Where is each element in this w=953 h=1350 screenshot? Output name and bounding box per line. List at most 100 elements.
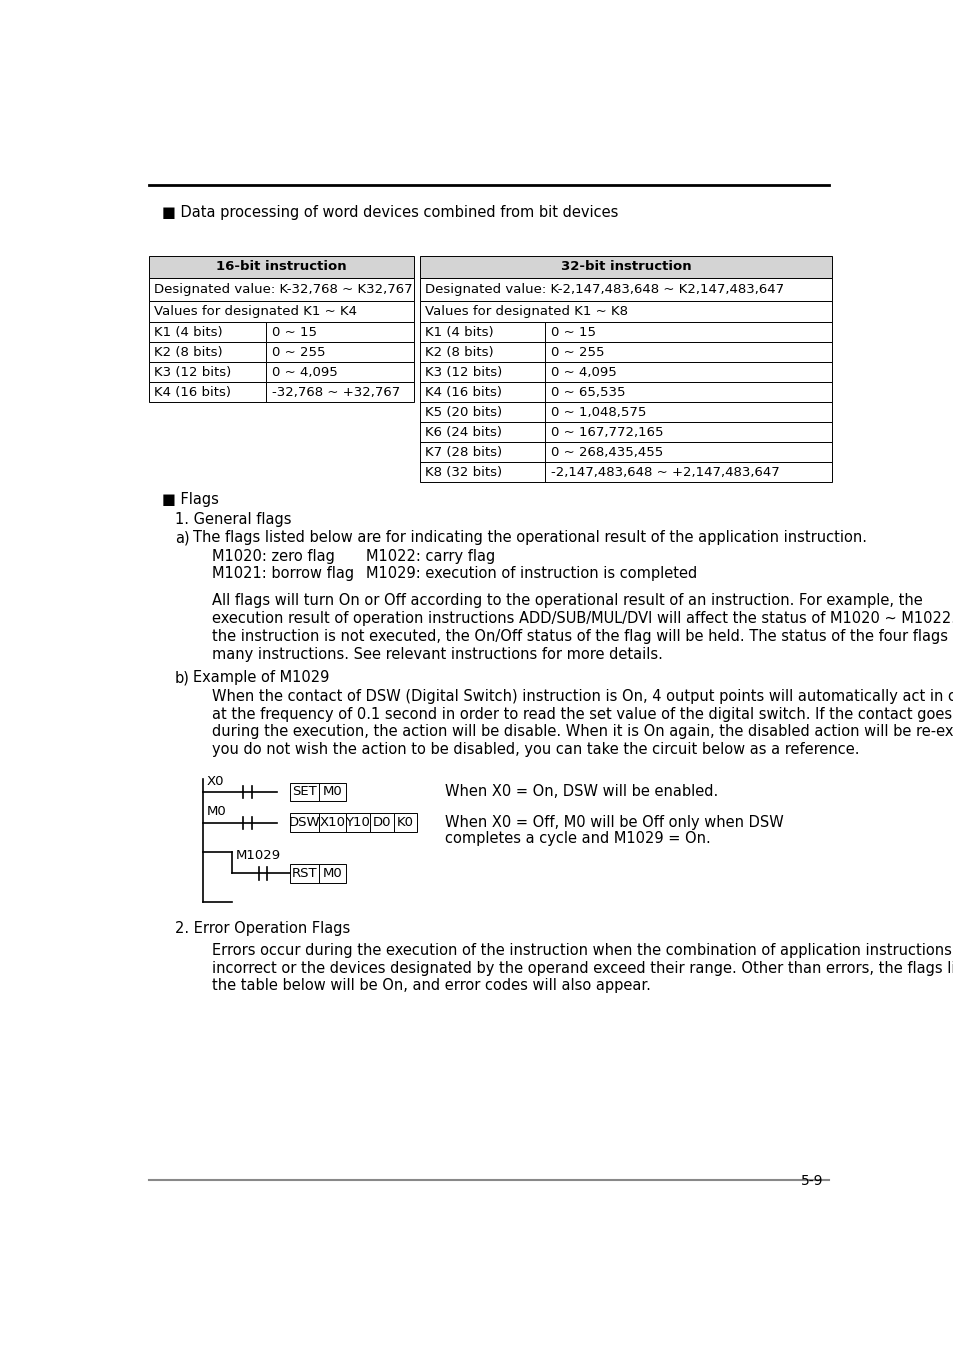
Text: K8 (32 bits): K8 (32 bits) (425, 466, 502, 479)
Text: Example of M1029: Example of M1029 (193, 671, 329, 686)
Bar (266, 323, 414, 342)
Bar (419, 301, 831, 323)
Bar (419, 323, 545, 342)
Text: 1. General flags: 1. General flags (174, 512, 292, 526)
Bar (290, 864, 319, 883)
Bar (394, 814, 416, 832)
Bar (545, 362, 831, 382)
Bar (345, 814, 370, 832)
Text: M1020: zero flag: M1020: zero flag (212, 548, 335, 564)
Text: K4 (16 bits): K4 (16 bits) (425, 386, 502, 398)
Text: M1022: carry flag: M1022: carry flag (365, 548, 495, 564)
Text: SET: SET (292, 786, 316, 798)
Text: Values for designated K1 ~ K4: Values for designated K1 ~ K4 (154, 305, 356, 317)
Text: 0 ~ 4,095: 0 ~ 4,095 (550, 366, 616, 379)
Text: K3 (12 bits): K3 (12 bits) (154, 366, 232, 379)
Text: 16-bit instruction: 16-bit instruction (215, 261, 346, 273)
Text: M1021: borrow flag: M1021: borrow flag (212, 566, 354, 580)
Text: M0: M0 (322, 786, 342, 798)
Bar (419, 362, 545, 382)
Text: K0: K0 (396, 817, 414, 829)
Text: K3 (12 bits): K3 (12 bits) (425, 366, 502, 379)
Text: Designated value: K-32,768 ~ K32,767: Designated value: K-32,768 ~ K32,767 (154, 282, 413, 296)
Text: ■ Flags: ■ Flags (162, 491, 218, 506)
Text: 0 ~ 1,048,575: 0 ~ 1,048,575 (550, 406, 645, 418)
Bar (290, 783, 319, 801)
Bar (419, 342, 545, 362)
Bar (149, 342, 266, 362)
Bar (319, 864, 345, 883)
Text: K1 (4 bits): K1 (4 bits) (425, 325, 494, 339)
Text: K2 (8 bits): K2 (8 bits) (425, 346, 494, 359)
Text: Values for designated K1 ~ K8: Values for designated K1 ~ K8 (425, 305, 628, 317)
Text: K5 (20 bits): K5 (20 bits) (425, 406, 502, 418)
Text: The flags listed below are for indicating the operational result of the applicat: The flags listed below are for indicatin… (193, 531, 866, 545)
Text: Errors occur during the execution of the instruction when the combination of app: Errors occur during the execution of the… (212, 944, 953, 958)
Text: 0 ~ 4,095: 0 ~ 4,095 (272, 366, 337, 379)
Text: 0 ~ 15: 0 ~ 15 (550, 325, 596, 339)
Text: 0 ~ 268,435,455: 0 ~ 268,435,455 (550, 446, 662, 459)
Text: during the execution, the action will be disable. When it is On again, the disab: during the execution, the action will be… (212, 725, 953, 740)
Bar (266, 342, 414, 362)
Text: M0: M0 (322, 867, 342, 880)
Text: the table below will be On, and error codes will also appear.: the table below will be On, and error co… (212, 979, 651, 994)
Bar (149, 323, 266, 342)
Text: 2. Error Operation Flags: 2. Error Operation Flags (174, 922, 350, 937)
Bar (545, 402, 831, 423)
Bar (266, 362, 414, 382)
Bar (419, 402, 545, 423)
Bar (545, 342, 831, 362)
Text: b): b) (174, 671, 190, 686)
Text: incorrect or the devices designated by the operand exceed their range. Other tha: incorrect or the devices designated by t… (212, 961, 953, 976)
Text: K2 (8 bits): K2 (8 bits) (154, 346, 222, 359)
Text: -2,147,483,648 ~ +2,147,483,647: -2,147,483,648 ~ +2,147,483,647 (550, 466, 779, 479)
Text: many instructions. See relevant instructions for more details.: many instructions. See relevant instruct… (212, 647, 662, 662)
Bar (545, 443, 831, 462)
Bar (419, 423, 545, 443)
Bar (545, 382, 831, 402)
Text: at the frequency of 0.1 second in order to read the set value of the digital swi: at the frequency of 0.1 second in order … (212, 706, 953, 722)
Text: 0 ~ 255: 0 ~ 255 (272, 346, 325, 359)
Text: When the contact of DSW (Digital Switch) instruction is On, 4 output points will: When the contact of DSW (Digital Switch)… (212, 688, 953, 703)
Text: All flags will turn On or Off according to the operational result of an instruct: All flags will turn On or Off according … (212, 594, 923, 609)
Bar (545, 323, 831, 342)
Bar (290, 814, 319, 832)
Text: K4 (16 bits): K4 (16 bits) (154, 386, 231, 398)
Bar (149, 256, 414, 278)
Bar (419, 256, 831, 278)
Bar (545, 462, 831, 482)
Text: Y10: Y10 (345, 817, 370, 829)
Bar (319, 814, 345, 832)
Text: ■ Data processing of word devices combined from bit devices: ■ Data processing of word devices combin… (162, 205, 618, 220)
Text: 32-bit instruction: 32-bit instruction (560, 261, 691, 273)
Bar (319, 783, 345, 801)
Text: K6 (24 bits): K6 (24 bits) (425, 425, 502, 439)
Text: a): a) (174, 531, 190, 545)
Text: When X0 = On, DSW will be enabled.: When X0 = On, DSW will be enabled. (444, 784, 718, 799)
Text: RST: RST (292, 867, 317, 880)
Text: -32,768 ~ +32,767: -32,768 ~ +32,767 (272, 386, 399, 398)
Text: D0: D0 (373, 817, 391, 829)
Bar (419, 462, 545, 482)
Text: M0: M0 (207, 806, 227, 818)
Bar (266, 382, 414, 402)
Bar (149, 278, 414, 301)
Bar (419, 443, 545, 462)
Text: X0: X0 (207, 775, 224, 787)
Text: M1029: M1029 (235, 849, 280, 863)
Text: X10: X10 (319, 817, 345, 829)
Text: 5-9: 5-9 (800, 1173, 822, 1188)
Text: Designated value: K-2,147,483,648 ~ K2,147,483,647: Designated value: K-2,147,483,648 ~ K2,1… (425, 282, 783, 296)
Text: 0 ~ 255: 0 ~ 255 (550, 346, 604, 359)
Bar (419, 278, 831, 301)
Bar (149, 382, 266, 402)
Text: 0 ~ 167,772,165: 0 ~ 167,772,165 (550, 425, 662, 439)
Bar (370, 814, 394, 832)
Text: M1029: execution of instruction is completed: M1029: execution of instruction is compl… (365, 566, 697, 580)
Text: execution result of operation instructions ADD/SUB/MUL/DVI will affect the statu: execution result of operation instructio… (212, 612, 953, 626)
Bar (149, 301, 414, 323)
Text: the instruction is not executed, the On/Off status of the flag will be held. The: the instruction is not executed, the On/… (212, 629, 953, 644)
Text: DSW: DSW (289, 817, 320, 829)
Bar (149, 362, 266, 382)
Text: K7 (28 bits): K7 (28 bits) (425, 446, 502, 459)
